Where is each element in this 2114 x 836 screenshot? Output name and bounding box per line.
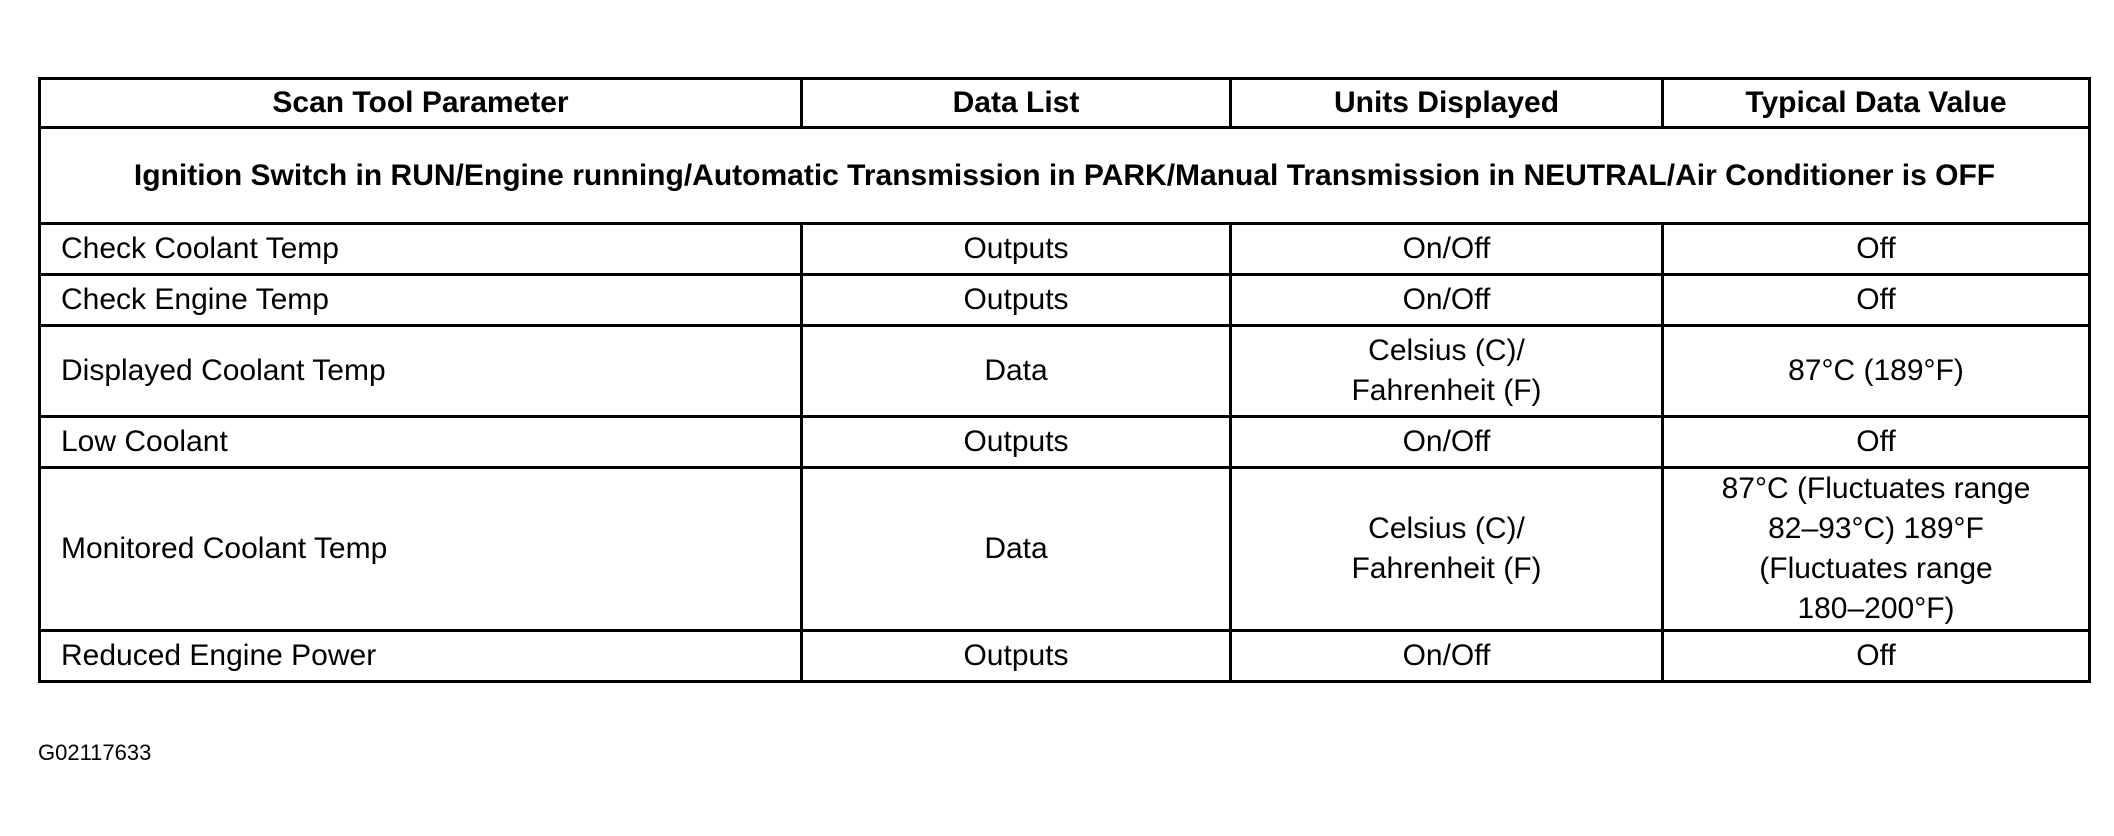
- parameter-cell: Displayed Coolant Temp: [38, 324, 803, 418]
- section-condition: Ignition Switch in RUN/Engine running/Au…: [38, 126, 2091, 225]
- parameter-cell: Check Coolant Temp: [38, 222, 803, 276]
- units-cell: Celsius (C)/ Fahrenheit (F): [1229, 324, 1664, 418]
- table-row: Displayed Coolant Temp Data Celsius (C)/…: [38, 324, 2091, 418]
- header-data-list: Data List: [800, 77, 1232, 129]
- parameter-cell: Monitored Coolant Temp: [38, 466, 803, 632]
- header-row: Scan Tool Parameter Data List Units Disp…: [38, 77, 2091, 129]
- scan-tool-data-table: Scan Tool Parameter Data List Units Disp…: [38, 77, 2091, 683]
- table-row: Reduced Engine Power Outputs On/Off Off: [38, 629, 2091, 683]
- table-row: Monitored Coolant Temp Data Celsius (C)/…: [38, 466, 2091, 632]
- parameter-cell: Low Coolant: [38, 415, 803, 469]
- data-list-cell: Outputs: [800, 273, 1232, 327]
- typical-value-cell: 87°C (Fluctuates range 82–93°C) 189°F (F…: [1661, 466, 2091, 632]
- data-list-cell: Outputs: [800, 629, 1232, 683]
- data-list-cell: Outputs: [800, 222, 1232, 276]
- units-cell: On/Off: [1229, 222, 1664, 276]
- header-scan-tool-parameter: Scan Tool Parameter: [38, 77, 803, 129]
- data-list-cell: Data: [800, 324, 1232, 418]
- table-row: Check Coolant Temp Outputs On/Off Off: [38, 222, 2091, 276]
- typical-value-cell: Off: [1661, 222, 2091, 276]
- typical-value-cell: Off: [1661, 415, 2091, 469]
- units-cell: Celsius (C)/ Fahrenheit (F): [1229, 466, 1664, 632]
- units-cell: On/Off: [1229, 415, 1664, 469]
- typical-value-cell: Off: [1661, 273, 2091, 327]
- section-row: Ignition Switch in RUN/Engine running/Au…: [38, 126, 2091, 225]
- units-cell: On/Off: [1229, 273, 1664, 327]
- figure-id: G02117633: [38, 740, 152, 765]
- units-cell: On/Off: [1229, 629, 1664, 683]
- header-typical-data-value: Typical Data Value: [1661, 77, 2091, 129]
- data-list-cell: Outputs: [800, 415, 1232, 469]
- typical-value-cell: 87°C (189°F): [1661, 324, 2091, 418]
- table-row: Check Engine Temp Outputs On/Off Off: [38, 273, 2091, 327]
- typical-value-cell: Off: [1661, 629, 2091, 683]
- parameter-cell: Check Engine Temp: [38, 273, 803, 327]
- table-row: Low Coolant Outputs On/Off Off: [38, 415, 2091, 469]
- header-units-displayed: Units Displayed: [1229, 77, 1664, 129]
- parameter-cell: Reduced Engine Power: [38, 629, 803, 683]
- data-list-cell: Data: [800, 466, 1232, 632]
